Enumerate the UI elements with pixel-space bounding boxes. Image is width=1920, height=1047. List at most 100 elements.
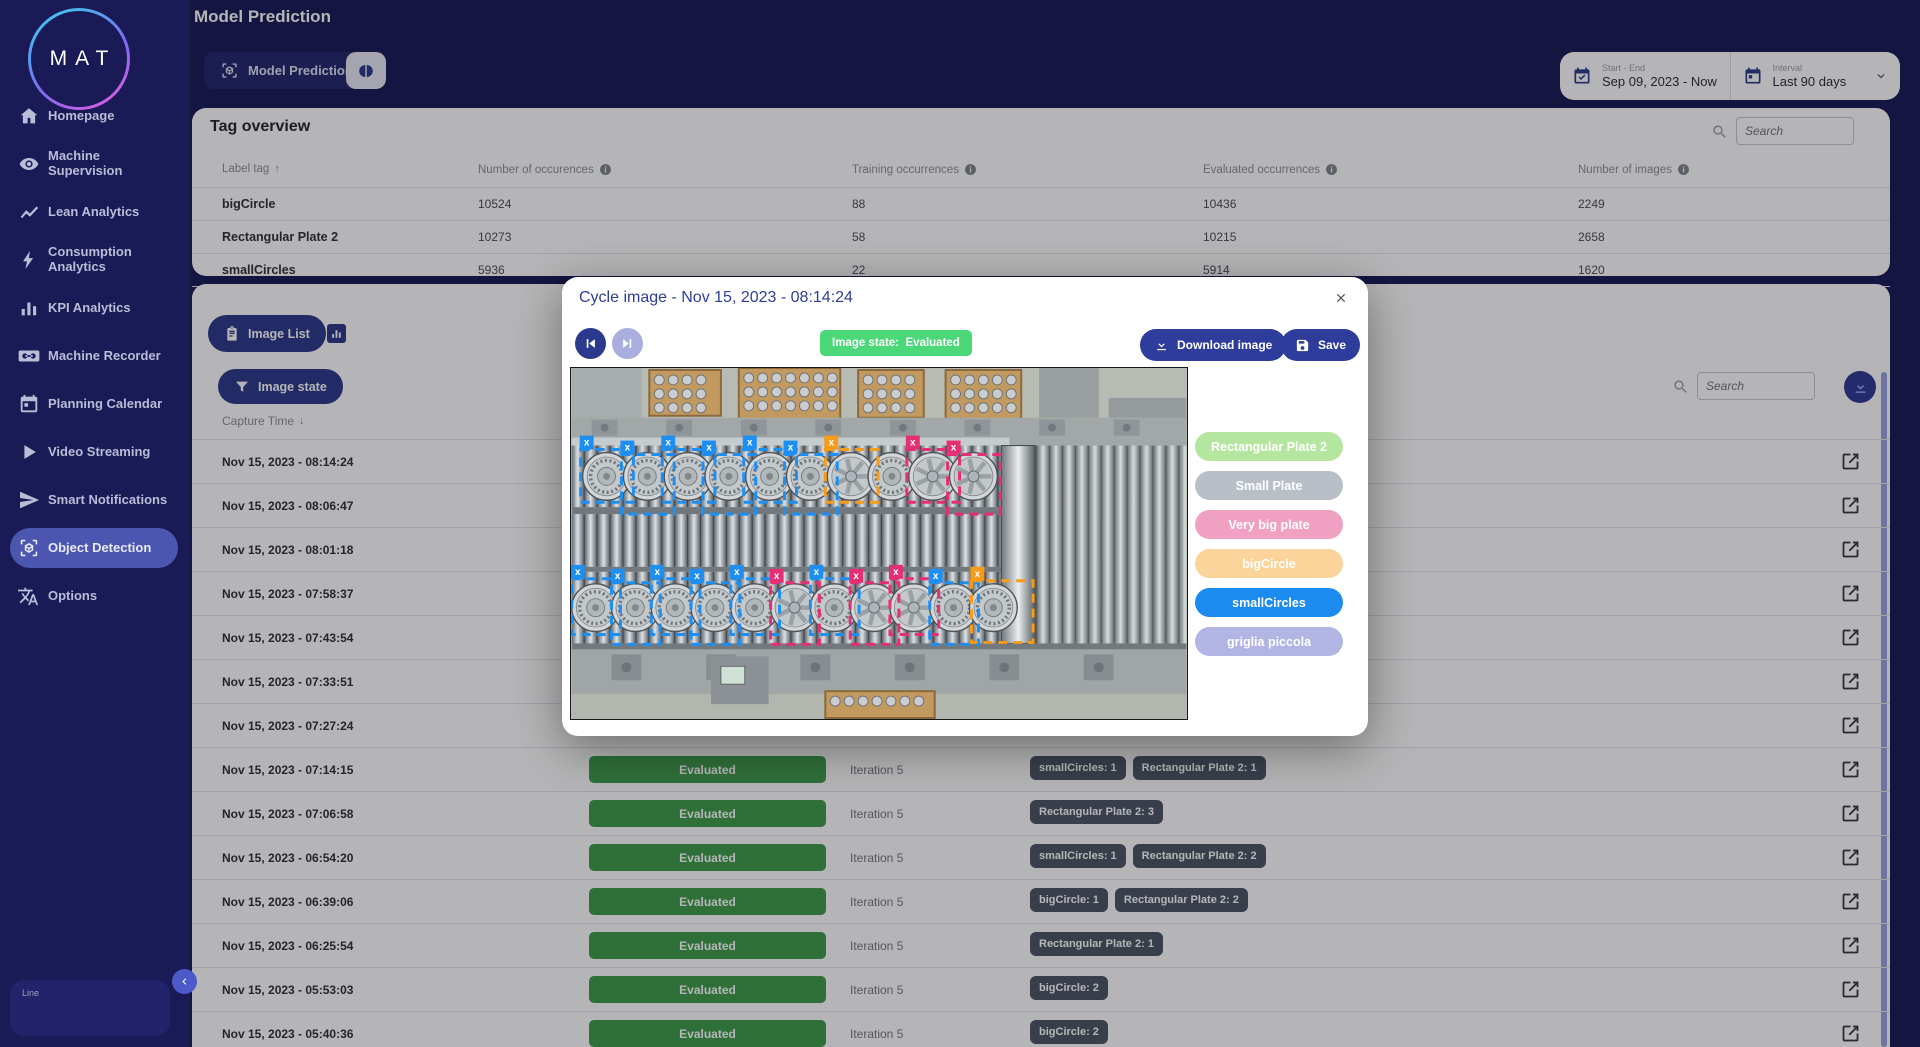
bounding-box[interactable]: x — [769, 568, 821, 646]
sidebar-item-consumption-analytics[interactable]: Consumption Analytics — [0, 236, 190, 284]
sidebar-item-options[interactable]: Options — [0, 572, 190, 620]
clipboard-icon — [224, 325, 240, 342]
edit-icon[interactable] — [1840, 451, 1861, 472]
sidebar-item-video-streaming[interactable]: Video Streaming — [0, 428, 190, 476]
bounding-box[interactable]: x — [689, 568, 742, 646]
label-tag-smallcircles[interactable]: smallCircles — [1195, 588, 1343, 617]
edit-icon[interactable] — [1840, 847, 1861, 868]
sidebar-item-smart-notifications[interactable]: Smart Notifications — [0, 476, 190, 524]
svg-text:x: x — [706, 443, 712, 454]
export-download-button[interactable] — [1844, 371, 1876, 403]
sidebar-item-machine-recorder[interactable]: Machine Recorder — [0, 332, 190, 380]
edit-icon[interactable] — [1840, 627, 1861, 648]
line-selector-label: Line — [22, 988, 40, 998]
close-button[interactable] — [1330, 287, 1352, 309]
image-state-filter-button[interactable]: Image state — [218, 369, 343, 404]
edit-icon[interactable] — [1840, 803, 1861, 824]
bounding-box[interactable]: x — [783, 440, 839, 516]
edit-icon[interactable] — [1840, 891, 1861, 912]
interval-field[interactable]: Interval Last 90 days — [1729, 52, 1901, 100]
search-icon — [1672, 378, 1689, 395]
bounding-box[interactable]: x — [928, 568, 980, 646]
sidebar-item-label: Machine Supervision — [48, 148, 123, 178]
calendar-icon — [1743, 66, 1763, 86]
info-icon — [1325, 163, 1338, 176]
tag-overview-search-input[interactable] — [1736, 117, 1854, 145]
label-tag-griglia-piccola[interactable]: griglia piccola — [1195, 627, 1343, 656]
download-image-button[interactable]: Download image — [1140, 329, 1287, 361]
bar-chart-icon — [18, 297, 40, 319]
skip-next-icon — [620, 336, 635, 351]
app-logo: MAT — [28, 8, 130, 110]
list-scrollbar[interactable] — [1881, 372, 1887, 1047]
bounding-box[interactable]: x — [808, 564, 861, 636]
page-title: Model Prediction — [194, 7, 331, 26]
edit-icon[interactable] — [1840, 671, 1861, 692]
sidebar-item-planning-calendar[interactable]: Planning Calendar — [0, 380, 190, 428]
sidebar-collapse-button[interactable] — [172, 969, 197, 994]
tab-model-prediction[interactable]: Model Prediction — [204, 52, 369, 89]
edit-icon[interactable] — [1840, 1023, 1861, 1044]
sidebar-item-kpi-analytics[interactable]: KPI Analytics — [0, 284, 190, 332]
image-list-row[interactable]: Nov 15, 2023 - 06:54:20 Evaluated Iterat… — [192, 836, 1890, 880]
svg-text:x: x — [734, 567, 740, 578]
chart-view-button[interactable] — [327, 324, 346, 343]
image-list-row[interactable]: Nov 15, 2023 - 06:39:06 Evaluated Iterat… — [192, 880, 1890, 924]
image-list-row[interactable]: Nov 15, 2023 - 05:40:36 Evaluated Iterat… — [192, 1012, 1890, 1047]
bounding-box[interactable]: x — [649, 564, 702, 636]
sidebar-item-label: Planning Calendar — [48, 395, 163, 411]
bounding-box[interactable]: x — [701, 440, 758, 516]
bounding-box[interactable]: x — [946, 440, 1002, 516]
edit-icon[interactable] — [1840, 539, 1861, 560]
sidebar-item-label: Object Detection — [48, 539, 152, 555]
bounding-box[interactable]: x — [610, 568, 662, 646]
edit-icon[interactable] — [1840, 979, 1861, 1000]
image-list-row[interactable]: Nov 15, 2023 - 05:53:03 Evaluated Iterat… — [192, 968, 1890, 1012]
image-list-row[interactable]: Nov 15, 2023 - 07:06:58 Evaluated Iterat… — [192, 792, 1890, 836]
cycle-image-canvas[interactable]: x x x x x x x x x x — [570, 367, 1188, 720]
image-list-search — [1672, 372, 1815, 400]
cassette-icon — [18, 345, 40, 367]
bounding-box[interactable]: x — [905, 435, 962, 504]
bounding-box[interactable]: x — [742, 435, 798, 504]
label-tag-bigcircle[interactable]: bigCircle — [1195, 549, 1343, 578]
bounding-box[interactable]: x — [579, 435, 635, 504]
bounding-box[interactable]: x — [848, 568, 901, 646]
tag-count-chip: bigCircle: 2 — [1030, 1020, 1108, 1044]
image-list-search-input[interactable] — [1697, 372, 1815, 400]
edit-icon[interactable] — [1840, 715, 1861, 736]
eye-icon — [18, 153, 40, 175]
label-tag-rectangular-plate-2[interactable]: Rectangular Plate 2 — [1195, 432, 1343, 461]
label-tag-very-big-plate[interactable]: Very big plate — [1195, 510, 1343, 539]
sidebar-item-homepage[interactable]: Homepage — [0, 92, 190, 140]
next-image-button[interactable] — [612, 328, 643, 359]
image-list-row[interactable]: Nov 15, 2023 - 06:25:54 Evaluated Iterat… — [192, 924, 1890, 968]
bounding-box[interactable]: x — [888, 564, 941, 636]
edit-icon[interactable] — [1840, 495, 1861, 516]
edit-icon[interactable] — [1840, 759, 1861, 780]
close-icon — [1334, 291, 1348, 305]
sidebar-item-object-detection[interactable]: Object Detection — [0, 524, 190, 572]
bounding-box[interactable]: x — [619, 440, 676, 516]
label-tag-small-plate[interactable]: Small Plate — [1195, 471, 1343, 500]
date-range-field[interactable]: Start - End Sep 09, 2023 - Now — [1560, 52, 1730, 100]
edit-icon[interactable] — [1840, 935, 1861, 956]
iteration-label: Iteration 5 — [850, 983, 904, 997]
image-list-row[interactable]: Nov 15, 2023 - 07:27:24 — [192, 704, 1890, 748]
bounding-box[interactable]: x — [823, 435, 880, 504]
sidebar-item-lean-analytics[interactable]: Lean Analytics — [0, 188, 190, 236]
previous-image-button[interactable] — [575, 328, 606, 359]
bounding-box[interactable]: x — [571, 564, 622, 636]
sidebar-item-label: Options — [48, 587, 98, 603]
line-selector[interactable]: Line — [10, 980, 170, 1036]
bounding-box[interactable]: x — [660, 435, 717, 504]
image-list-row[interactable]: Nov 15, 2023 - 07:14:15 Evaluated Iterat… — [192, 748, 1890, 792]
bounding-box[interactable]: x — [729, 564, 782, 636]
save-button[interactable]: Save — [1281, 329, 1361, 361]
bounding-box[interactable]: x — [969, 566, 1035, 644]
sidebar-item-machine-supervision[interactable]: Machine Supervision — [0, 140, 190, 188]
image-list-button[interactable]: Image List — [208, 315, 326, 352]
edit-icon[interactable] — [1840, 583, 1861, 604]
svg-text:x: x — [933, 571, 939, 582]
compare-button[interactable] — [346, 52, 386, 89]
